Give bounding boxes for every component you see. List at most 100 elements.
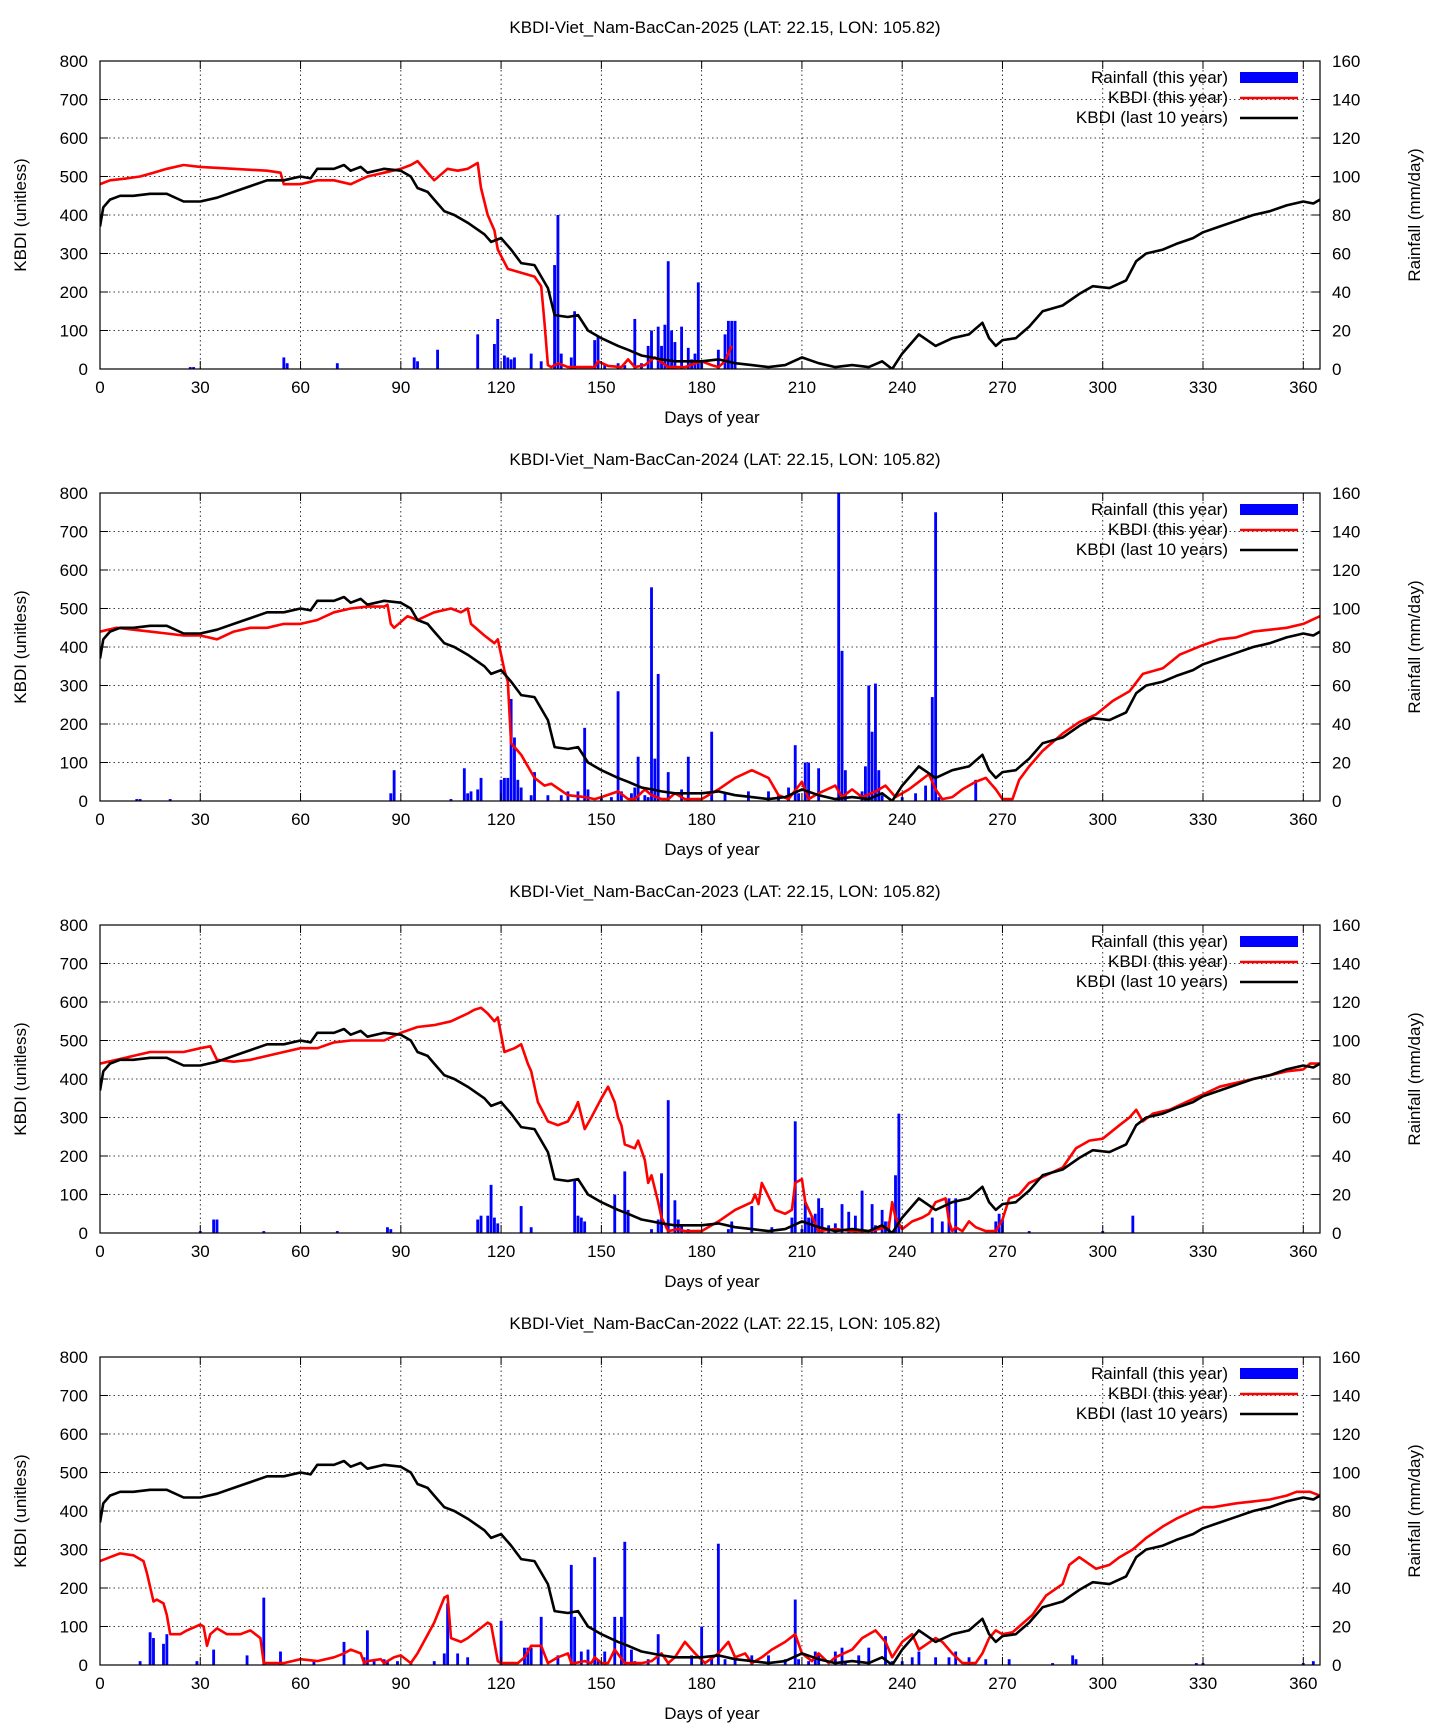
rainfall-bar <box>529 795 533 801</box>
legend-rainfall-label: Rainfall (this year) <box>1091 932 1228 951</box>
rainfall-bar <box>840 650 844 801</box>
rainfall-bar <box>1051 1663 1055 1665</box>
chart-title: KBDI-Viet_Nam-BacCan-2023 (LAT: 22.15, L… <box>509 882 940 901</box>
rainfall-bar <box>489 1184 493 1233</box>
rainfall-bar <box>837 493 841 801</box>
x-axis-label: Days of year <box>664 840 760 859</box>
rainfall-bar <box>700 1626 704 1665</box>
rainfall-bar <box>509 698 513 801</box>
rainfall-bar <box>529 353 533 369</box>
y-tick-label: 400 <box>60 1070 88 1089</box>
rainfall-bar <box>867 685 871 801</box>
rainfall-bar <box>847 1211 851 1233</box>
rainfall-bar <box>583 727 587 801</box>
x-tick-label: 60 <box>291 378 310 397</box>
y-tick-label: 200 <box>60 1147 88 1166</box>
rainfall-bar <box>656 673 660 801</box>
kbdi-this-year-line <box>100 1490 1320 1665</box>
rainfall-bar <box>596 1659 600 1665</box>
legend: Rainfall (this year)KBDI (this year)KBDI… <box>1076 932 1298 991</box>
rainfall-bars <box>188 215 737 369</box>
rainfall-bar <box>660 1173 663 1233</box>
rainfall-bar <box>650 587 653 801</box>
rainfall-bar <box>519 1206 523 1233</box>
y2-tick-label: 0 <box>1332 360 1341 379</box>
rainfall-bar <box>857 1655 861 1665</box>
rainfall-bar <box>396 1661 399 1665</box>
y2-tick-label: 120 <box>1332 993 1360 1012</box>
rainfall-bar <box>466 793 470 801</box>
legend: Rainfall (this year)KBDI (this year)KBDI… <box>1076 1364 1298 1423</box>
y2-tick-label: 100 <box>1332 168 1360 187</box>
y2-tick-label: 60 <box>1332 1541 1351 1560</box>
y-tick-label: 600 <box>60 129 88 148</box>
rainfall-bar <box>710 731 714 801</box>
y2-tick-label: 20 <box>1332 1186 1351 1205</box>
rainfall-bar <box>556 1655 560 1665</box>
x-tick-label: 150 <box>587 1674 615 1693</box>
rainfall-bar <box>914 793 917 801</box>
rainfall-bar <box>469 791 473 801</box>
rainfall-bar <box>723 334 727 369</box>
y2-tick-label: 140 <box>1332 91 1360 110</box>
rainfall-bar <box>526 1647 530 1665</box>
y2-axis-label: Rainfall (mm/day) <box>1405 1012 1424 1145</box>
rainfall-bar <box>559 353 563 369</box>
rainfall-bar <box>897 1113 901 1233</box>
rainfall-bar <box>168 799 172 801</box>
x-tick-label: 210 <box>788 378 816 397</box>
y2-tick-label: 20 <box>1332 754 1351 773</box>
y-axis-label: KBDI (unitless) <box>11 590 30 703</box>
rainfall-bar <box>279 1651 282 1665</box>
kbdi-chart-0: KBDI-Viet_Nam-BacCan-2025 (LAT: 22.15, L… <box>11 18 1424 427</box>
x-tick-label: 180 <box>687 1242 715 1261</box>
x-tick-label: 30 <box>191 1242 210 1261</box>
rainfall-bar <box>650 330 653 369</box>
rainfall-bar <box>656 326 660 369</box>
rainfall-bar <box>529 1647 533 1665</box>
rainfall-bar <box>573 311 577 369</box>
x-tick-label: 240 <box>888 1674 916 1693</box>
y-tick-label: 300 <box>60 677 88 696</box>
rainfall-bar <box>389 1229 393 1233</box>
rainfall-bar <box>466 1657 470 1665</box>
rainfall-bar <box>476 334 480 369</box>
rainfall-bar <box>680 789 684 801</box>
kbdi-last10-line <box>100 595 1320 801</box>
x-tick-label: 150 <box>587 378 615 397</box>
rainfall-bar <box>797 793 800 801</box>
rainfall-bar <box>162 1643 165 1665</box>
rainfall-bar <box>462 768 466 801</box>
rainfall-bar <box>496 318 500 369</box>
rainfall-bar <box>843 1663 847 1665</box>
y-tick-label: 800 <box>60 52 88 71</box>
y2-axis-label: Rainfall (mm/day) <box>1405 148 1424 281</box>
legend-rainfall-swatch <box>1240 936 1298 947</box>
rainfall-bar <box>673 1200 677 1233</box>
y2-tick-label: 140 <box>1332 1387 1360 1406</box>
rainfall-bar <box>513 357 516 369</box>
rainfall-bar <box>569 357 573 369</box>
rainfall-bar <box>656 1219 660 1233</box>
rainfall-bar <box>843 770 847 801</box>
rainfall-bar <box>212 1219 216 1233</box>
y-tick-label: 700 <box>60 1387 88 1406</box>
rainfall-bars <box>198 1100 1135 1233</box>
rainfall-bars <box>135 493 978 801</box>
rainfall-bar <box>138 1661 142 1665</box>
rainfall-bar <box>1027 1231 1031 1233</box>
legend: Rainfall (this year)KBDI (this year)KBDI… <box>1076 68 1298 127</box>
x-tick-label: 180 <box>687 810 715 829</box>
rainfall-bar <box>633 318 637 369</box>
rainfall-bar <box>262 1597 266 1665</box>
rainfall-bar <box>616 691 620 801</box>
rainfall-bar <box>603 1651 607 1665</box>
y-tick-label: 400 <box>60 638 88 657</box>
rainfall-bar <box>934 512 938 801</box>
y-tick-label: 100 <box>60 754 88 773</box>
rainfall-bar <box>646 797 650 801</box>
rainfall-bar <box>509 359 513 369</box>
kbdi-chart-3: KBDI-Viet_Nam-BacCan-2022 (LAT: 22.15, L… <box>11 1314 1424 1723</box>
rainfall-bar <box>870 1204 874 1233</box>
legend-kbdi-this-year-label: KBDI (this year) <box>1108 520 1228 539</box>
